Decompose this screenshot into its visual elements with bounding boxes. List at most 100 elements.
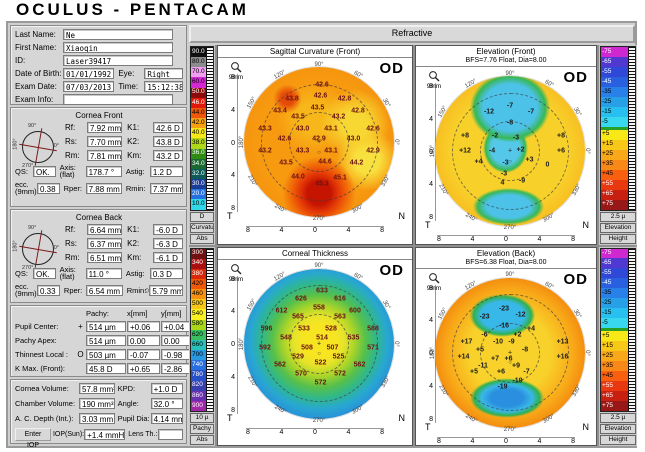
- map-value-label: +3: [525, 156, 534, 164]
- rs-label: Rs:: [65, 137, 77, 146]
- pupil-marker: ○: [508, 158, 512, 165]
- elevation-front-map: Elevation (Front) BFS=7.76 Float, Dia=8.0…: [415, 45, 597, 245]
- pachy-col-header: Pachy:: [86, 309, 109, 318]
- map-value-label: 572: [334, 370, 346, 377]
- exam-info-label: Exam Info:: [15, 95, 54, 104]
- magnifier-icon[interactable]: 9mm: [423, 70, 445, 90]
- lens-th-label: Lens Th.:: [128, 431, 158, 438]
- k2-label: K2:: [127, 239, 140, 248]
- pachy-apex-y-field: 0.00: [161, 335, 192, 346]
- map-value-label: 43.8: [285, 95, 299, 102]
- eye-field[interactable]: Right: [144, 68, 183, 79]
- astig-label: Astig:: [125, 268, 145, 278]
- nasal-label: N: [582, 421, 590, 432]
- map-value-label: 43.5: [279, 159, 293, 167]
- nasal-label: N: [398, 412, 406, 423]
- title-bar: OCULUS - PENTACAM: [0, 0, 645, 21]
- y-col-header: y[mm]: [161, 309, 182, 318]
- curvature-scale-cells: 90.0 80.0 70.0 60.0 50.0 46.0 44.0 42.0 40.0 38.0…: [190, 46, 214, 211]
- first-name-field[interactable]: Xiaoqin: [63, 42, 173, 53]
- pachy-apex-label: Pachy Apex:: [15, 336, 57, 345]
- meridian-angle-label: 0°: [584, 148, 591, 154]
- meridian-angle-label: 90°: [505, 272, 515, 279]
- zoom-diameter-label: 9mm: [426, 83, 442, 90]
- app-title: OCULUS - PENTACAM: [16, 0, 249, 19]
- exam-info-field[interactable]: [63, 94, 173, 105]
- cornea-back-axis-field: 11.0 °: [85, 267, 122, 279]
- kpd-field: +1.0 D: [150, 383, 183, 394]
- last-name-field[interactable]: Ne: [63, 29, 173, 40]
- map-value-label: -10: [492, 338, 504, 346]
- map-value-label: 508: [301, 344, 313, 352]
- pupil-marker: ○: [317, 351, 321, 357]
- map-value-label: +8: [461, 132, 469, 140]
- map-value-label: +5: [470, 368, 478, 376]
- cornea-front-axis-field: 178.7 °: [85, 165, 122, 177]
- cornea-front-title: Cornea Front: [75, 111, 123, 120]
- dashed-ring-outer: [260, 285, 378, 402]
- nasal-label: N: [398, 211, 406, 221]
- cornea-back-k1-field: -6.0 D: [153, 224, 183, 235]
- temporal-label: T: [425, 220, 431, 230]
- magnifier-icon[interactable]: 9mm: [225, 61, 247, 81]
- meridian-angle-label: 180°: [429, 144, 436, 158]
- maps-area: Refractive 90.0 80.0 70.0 60.0 50.0 46.0 44.0 4…: [189, 25, 637, 446]
- iop-field[interactable]: +1.4 mmHg: [84, 429, 126, 440]
- map-value-label: 45.1: [333, 174, 347, 182]
- id-label: ID:: [15, 56, 26, 65]
- cornea-back-panel: Cornea Back 90° 270° 180° 0° Rf: 6.64 mm K…: [10, 209, 187, 303]
- thinnest-local-pachy-field: 503 µm: [86, 349, 126, 360]
- magnifier-icon[interactable]: 9mm: [423, 272, 445, 292]
- map-value-label: 0: [545, 161, 550, 168]
- axis-diagram: 90° 270° 180° 0°: [13, 123, 60, 169]
- map-subtitle: BFS=7.76 Float, Dia=8.00: [465, 57, 547, 64]
- map-stage: + ○ 42.6 43.8 42.6 42.8 43.4 43.5 42.8 43.5 43.2…: [237, 60, 401, 224]
- map-value-label: 570: [295, 370, 307, 377]
- map-value-label: -3: [500, 170, 508, 177]
- diagram-270-label: 270°: [22, 265, 34, 271]
- x-col-header: x[mm]: [127, 309, 148, 318]
- id-field[interactable]: Laser39417: [63, 55, 173, 66]
- map-value-label: 43.5: [291, 113, 305, 120]
- cornea-front-km-field: 43.2 D: [153, 150, 183, 161]
- refractive-button[interactable]: Refractive: [189, 25, 635, 43]
- pupil-center-x-field: +0.06: [127, 321, 160, 332]
- cornea-front-astig-field: 1.2 D: [149, 165, 183, 177]
- pachy-scale-name: Pachy: [190, 424, 214, 434]
- exam-date-field[interactable]: 07/03/2013: [63, 81, 115, 92]
- dob-label: Date of Birth:: [15, 69, 62, 78]
- map-value-label: 42.6: [315, 81, 329, 89]
- topography-circle: + ○ 42.6 43.8 42.6 42.8 43.4 43.5 42.8 43.5 43.2…: [244, 67, 394, 217]
- map-value-label: 558: [313, 304, 325, 311]
- meridian-angle-label: 270°: [503, 426, 517, 433]
- meridian-angle-label: 0°: [584, 349, 591, 356]
- map-value-label: 548: [280, 334, 292, 341]
- map-value-label: -11: [478, 362, 488, 370]
- time-field[interactable]: 15:12:38: [144, 81, 183, 92]
- map-value-label: +13: [556, 338, 569, 346]
- lens-th-field[interactable]: [157, 429, 184, 440]
- map-value-label: 562: [353, 361, 366, 368]
- map-value-label: 42.6: [313, 92, 328, 99]
- elevation-scale-name: Elevation: [600, 424, 636, 434]
- map-value-label: -8: [506, 119, 514, 126]
- map-value-label: -12: [483, 108, 495, 116]
- dashed-ring-outer: [451, 92, 569, 210]
- map-value-label: 44.2: [349, 159, 364, 167]
- temporal-label: T: [425, 421, 431, 432]
- cornea-back-rm-field: 6.51 mm: [87, 252, 123, 263]
- qs-label: QS:: [15, 268, 28, 278]
- map-value-label: -23: [479, 313, 490, 320]
- magnifier-icon[interactable]: 9mm: [225, 263, 247, 283]
- map-value-label: -4: [488, 147, 496, 155]
- dob-field[interactable]: 01/01/1992: [63, 68, 115, 79]
- pachy-apex-pachy-field: 514 µm: [86, 335, 126, 346]
- cornea-back-rper-field: 6.54 mm: [85, 284, 123, 296]
- enter-iop-button[interactable]: Enter IOP: [15, 428, 51, 449]
- map-value-label: 43.2: [331, 113, 346, 120]
- cornea-volume-field: 57.8 mm³: [79, 383, 115, 394]
- rmin-label: Rmin:: [125, 183, 146, 193]
- map-value-label: -8: [521, 346, 529, 353]
